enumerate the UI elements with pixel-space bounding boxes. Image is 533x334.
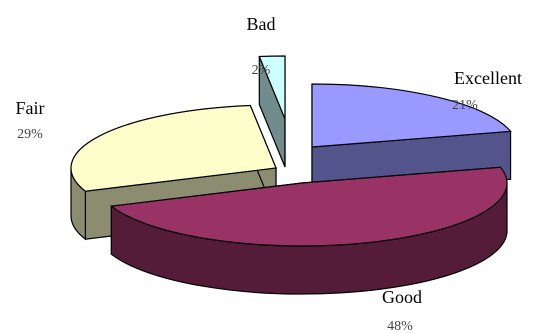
slice-value-fair: 29% xyxy=(17,127,43,142)
slice-bad xyxy=(258,55,286,120)
slice-value-bad: 2% xyxy=(252,63,271,78)
slice-labels: Excellent 21% Good 48% Fair 29% Bad 2% xyxy=(16,14,522,334)
slice-label-fair: Fair xyxy=(16,98,45,118)
slice-good xyxy=(109,166,508,247)
slice-value-good: 48% xyxy=(387,319,413,334)
slice-label-bad: Bad xyxy=(247,14,276,34)
slice-tops xyxy=(70,55,512,247)
slice-fair xyxy=(70,104,277,192)
slice-excellent xyxy=(311,83,512,148)
slice-label-excellent: Excellent xyxy=(454,68,522,88)
slice-label-good: Good xyxy=(382,287,422,307)
slice-value-excellent: 21% xyxy=(452,98,478,113)
